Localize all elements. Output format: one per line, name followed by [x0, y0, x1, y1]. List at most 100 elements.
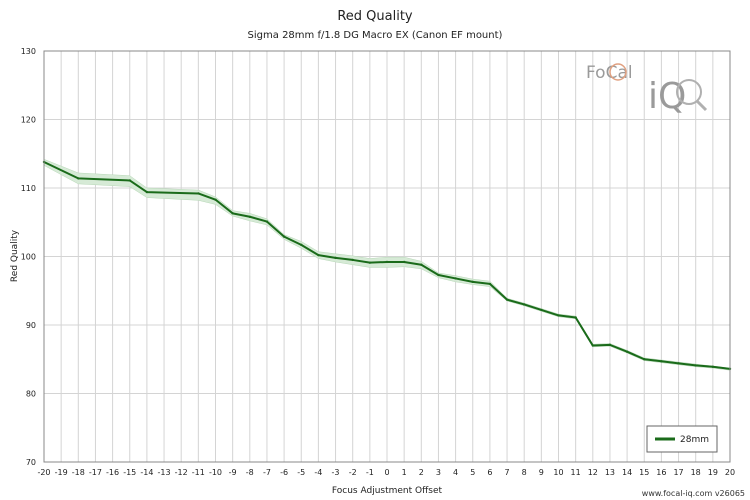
y-tick-label: 130 — [21, 47, 36, 56]
x-tick-label: -20 — [37, 468, 50, 477]
data-point — [145, 190, 149, 194]
data-point — [231, 212, 234, 215]
x-tick-label: -19 — [55, 468, 68, 477]
legend: 28mm — [646, 425, 718, 453]
data-point — [300, 243, 303, 247]
x-tick-label: -1 — [366, 468, 374, 477]
y-tick-label: 90 — [26, 321, 36, 330]
x-tick-label: 3 — [436, 468, 441, 477]
y-tick-label: 70 — [26, 458, 36, 467]
x-tick-label: 7 — [505, 468, 510, 477]
chart-subtitle: Sigma 28mm f/1.8 DG Macro EX (Canon EF m… — [248, 30, 503, 41]
x-tick-label: 15 — [639, 468, 649, 477]
data-point — [471, 280, 474, 284]
x-tick-label: -4 — [314, 468, 322, 477]
x-tick-label: -2 — [349, 468, 357, 477]
x-tick-label: 10 — [553, 468, 563, 477]
y-tick-label: 80 — [26, 390, 36, 399]
data-point — [214, 198, 217, 201]
data-point — [265, 220, 269, 223]
x-tick-label: 6 — [487, 468, 492, 477]
x-tick-label: 0 — [384, 468, 389, 477]
x-tick-label: 14 — [622, 468, 632, 477]
data-point — [454, 277, 457, 280]
data-point — [437, 273, 440, 277]
data-point — [282, 235, 286, 238]
data-point — [317, 253, 320, 257]
x-tick-label: 2 — [419, 468, 424, 477]
x-tick-label: -12 — [175, 468, 188, 477]
data-point — [694, 364, 697, 367]
data-point — [660, 360, 663, 363]
x-tick-label: 20 — [725, 468, 735, 477]
x-tick-label: 9 — [539, 468, 544, 477]
series-layer — [42, 160, 732, 371]
x-tick-label: -16 — [106, 468, 119, 477]
series-line-0 — [43, 160, 731, 370]
x-tick-label: -13 — [158, 468, 171, 477]
data-point — [368, 261, 372, 264]
x-tick-label: -9 — [229, 468, 237, 477]
data-point — [523, 303, 526, 306]
magnifier-icon — [676, 79, 702, 105]
y-tick-label: 100 — [21, 253, 36, 262]
chart-title: Red Quality — [337, 9, 413, 24]
y-axis-label: Red Quality — [10, 229, 20, 282]
x-tick-label: 18 — [691, 468, 701, 477]
data-point — [128, 179, 131, 182]
data-point — [385, 260, 389, 264]
y-tick-label: 110 — [21, 184, 36, 193]
data-point — [643, 358, 646, 361]
x-axis-label: Focus Adjustment Offset — [332, 486, 443, 496]
x-tick-label: -7 — [263, 468, 271, 477]
x-tick-label: -8 — [246, 468, 254, 477]
data-point — [540, 308, 543, 312]
x-tick-label: 4 — [453, 468, 458, 477]
x-tick-label: 11 — [571, 468, 581, 477]
x-tick-label: 8 — [522, 468, 527, 477]
data-point — [625, 350, 629, 353]
x-tick-label: -11 — [192, 468, 205, 477]
x-tick-label: 17 — [673, 468, 683, 477]
x-tick-label: 5 — [470, 468, 475, 477]
footer-watermark: www.focal-iq.com v26065 — [642, 489, 745, 498]
plot-border — [43, 50, 731, 463]
y-tick-label: 120 — [21, 116, 36, 125]
x-tick-labels: -20 -19 -18 -17 -16 -15 -14 -13 -12 -11 -10 -9 -8 -7-… — [37, 468, 735, 477]
data-point — [402, 260, 406, 264]
x-tick-label: -17 — [89, 468, 102, 477]
x-tick-label: 1 — [402, 468, 407, 477]
x-tick-label: 12 — [588, 468, 598, 477]
x-tick-label: -6 — [280, 468, 288, 477]
x-tick-label: 19 — [708, 468, 718, 477]
x-tick-label: -3 — [332, 468, 340, 477]
data-point — [197, 192, 200, 195]
logo-brand-top: FoCal — [586, 63, 633, 83]
data-point — [248, 215, 251, 218]
data-point — [677, 362, 680, 365]
data-point — [574, 316, 577, 319]
x-tick-label: 13 — [605, 468, 615, 477]
magnifier-handle-icon — [695, 99, 708, 112]
x-tick-label: -18 — [72, 468, 85, 477]
legend-label-28mm: 28mm — [680, 435, 709, 445]
grid-lines — [43, 50, 731, 463]
logo-ring-icon — [609, 63, 627, 81]
x-tick-label: -14 — [140, 468, 153, 477]
data-point — [77, 177, 80, 180]
x-tick-label: 16 — [656, 468, 666, 477]
data-point — [488, 282, 492, 286]
data-point — [711, 365, 715, 368]
x-tick-label: -15 — [123, 468, 136, 477]
data-point — [505, 298, 509, 301]
data-point — [351, 258, 354, 262]
data-point — [608, 343, 612, 347]
data-point — [420, 263, 423, 266]
data-point — [591, 344, 594, 347]
data-point — [334, 256, 337, 260]
x-tick-label: -5 — [297, 468, 305, 477]
data-point — [557, 314, 560, 317]
x-tick-label: -10 — [209, 468, 222, 477]
focal-iq-logo: FoCal iQ — [586, 63, 708, 117]
